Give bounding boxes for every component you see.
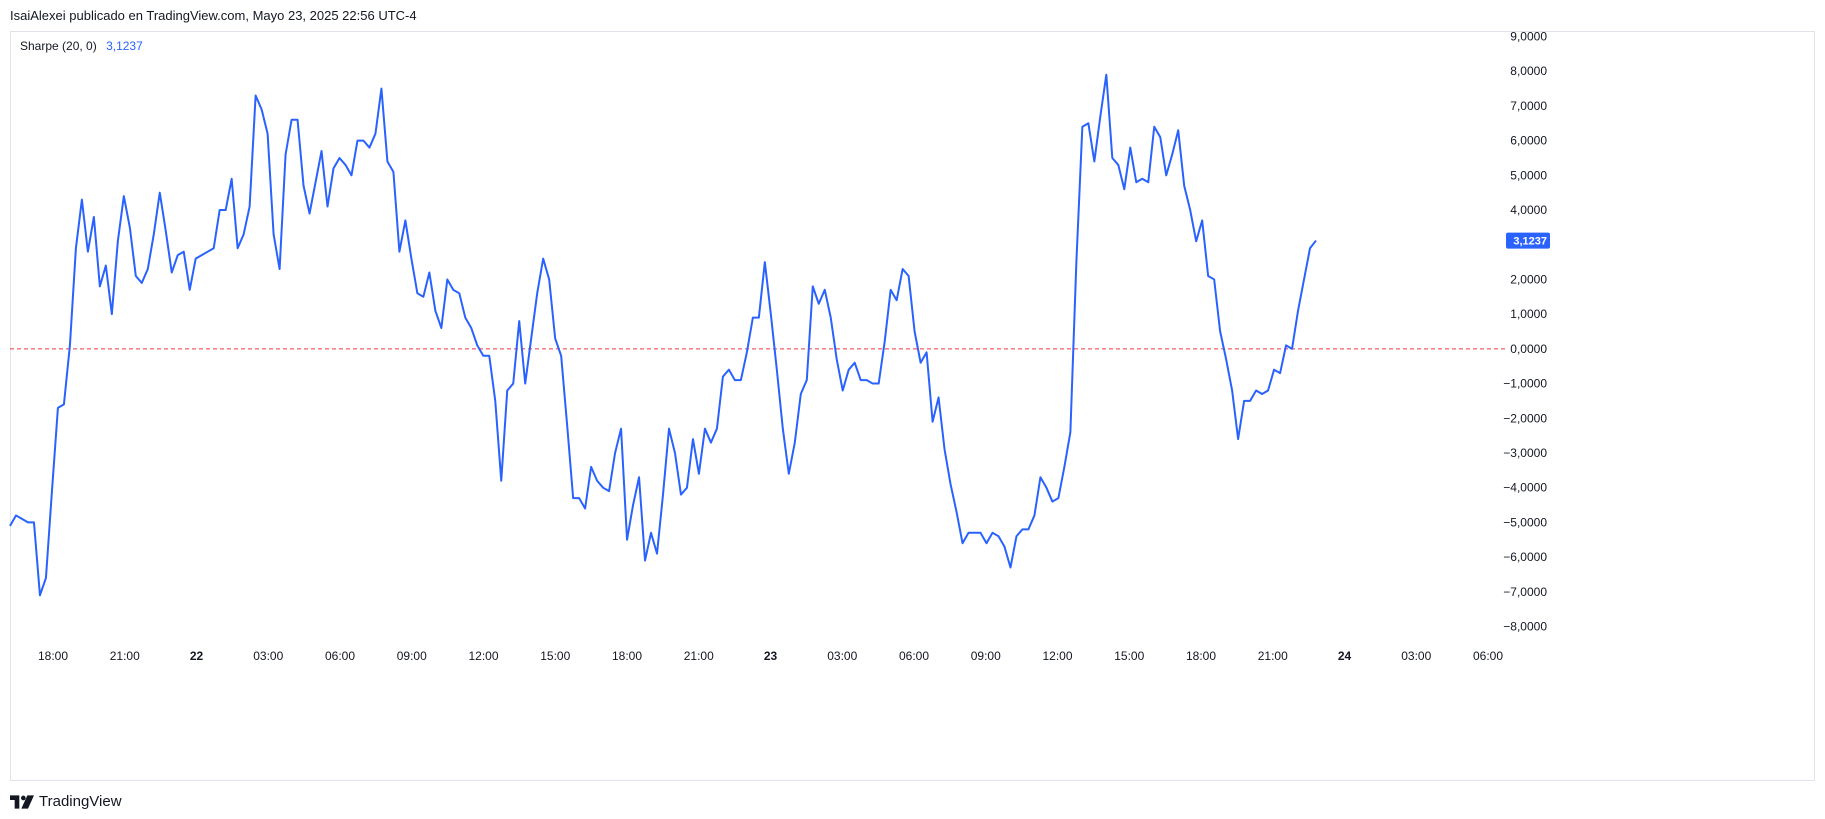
- y-tick-label: 4,0000: [1510, 203, 1547, 217]
- y-tick-label: 1,0000: [1510, 307, 1547, 321]
- y-tick-label: −2,0000: [1503, 411, 1547, 425]
- x-tick-label: 06:00: [899, 649, 929, 663]
- y-tick-label: −7,0000: [1503, 585, 1547, 599]
- sharpe-series-line: [9, 73, 1317, 597]
- indicator-legend[interactable]: Sharpe (20, 0) 3,1237: [20, 39, 143, 53]
- x-tick-label: 09:00: [971, 649, 1001, 663]
- indicator-value: 3,1237: [106, 39, 143, 53]
- y-tick-label: 6,0000: [1510, 134, 1547, 148]
- footer-brand[interactable]: TradingView: [10, 793, 122, 810]
- x-tick-label: 15:00: [1114, 649, 1144, 663]
- y-tick-label: −4,0000: [1503, 481, 1547, 495]
- y-tick-label: −1,0000: [1503, 377, 1547, 391]
- y-tick-label: −3,0000: [1503, 446, 1547, 460]
- last-value-label-text: 3,1237: [1513, 236, 1547, 248]
- y-tick-label: −8,0000: [1503, 620, 1547, 634]
- x-tick-label: 24: [1338, 649, 1352, 663]
- x-tick-label: 03:00: [253, 649, 283, 663]
- brand-name: TradingView: [39, 793, 122, 810]
- x-tick-label: 09:00: [397, 649, 427, 663]
- y-tick-label: −5,0000: [1503, 515, 1547, 529]
- y-tick-label: 7,0000: [1510, 99, 1547, 113]
- x-tick-label: 12:00: [468, 649, 498, 663]
- last-value-label-bg: [1506, 232, 1550, 249]
- last-value-label: 3,1237: [1506, 232, 1550, 249]
- indicator-name: Sharpe (20, 0): [20, 39, 97, 53]
- x-tick-label: 21:00: [1258, 649, 1288, 663]
- y-tick-label: 8,0000: [1510, 64, 1547, 78]
- y-tick-label: 9,0000: [1510, 30, 1547, 44]
- x-tick-label: 06:00: [325, 649, 355, 663]
- x-tick-label: 03:00: [827, 649, 857, 663]
- x-tick-label: 18:00: [1186, 649, 1216, 663]
- chart-frame: [10, 31, 1815, 781]
- y-axis: 9,0000 8,0000 7,0000 6,0000 5,0000 4,0000 2,00…: [1503, 30, 1547, 634]
- x-tick-label: 18:00: [612, 649, 642, 663]
- x-tick-label: 15:00: [540, 649, 570, 663]
- x-tick-label: 21:00: [110, 649, 140, 663]
- y-tick-label: −6,0000: [1503, 550, 1547, 564]
- publisher-header: IsaiAlexei publicado en TradingView.com,…: [10, 8, 417, 23]
- x-tick-label: 22: [190, 649, 204, 663]
- y-tick-label: 0,0000: [1510, 342, 1547, 356]
- y-tick-label: 5,0000: [1510, 168, 1547, 182]
- x-tick-label: 12:00: [1042, 649, 1072, 663]
- x-tick-label: 18:00: [38, 649, 68, 663]
- sharpe-line-chart[interactable]: 18:00 21:00 22 03:00 06:00 09:00 12:00 15:00 18:…: [0, 0, 1825, 790]
- x-tick-label: 03:00: [1401, 649, 1431, 663]
- x-axis: 18:00 21:00 22 03:00 06:00 09:00 12:00 15:00 18:…: [38, 649, 1503, 663]
- x-tick-label: 21:00: [684, 649, 714, 663]
- tradingview-logo-icon: [10, 794, 34, 809]
- x-tick-label: 06:00: [1473, 649, 1503, 663]
- x-tick-label: 23: [764, 649, 778, 663]
- y-tick-label: 2,0000: [1510, 272, 1547, 286]
